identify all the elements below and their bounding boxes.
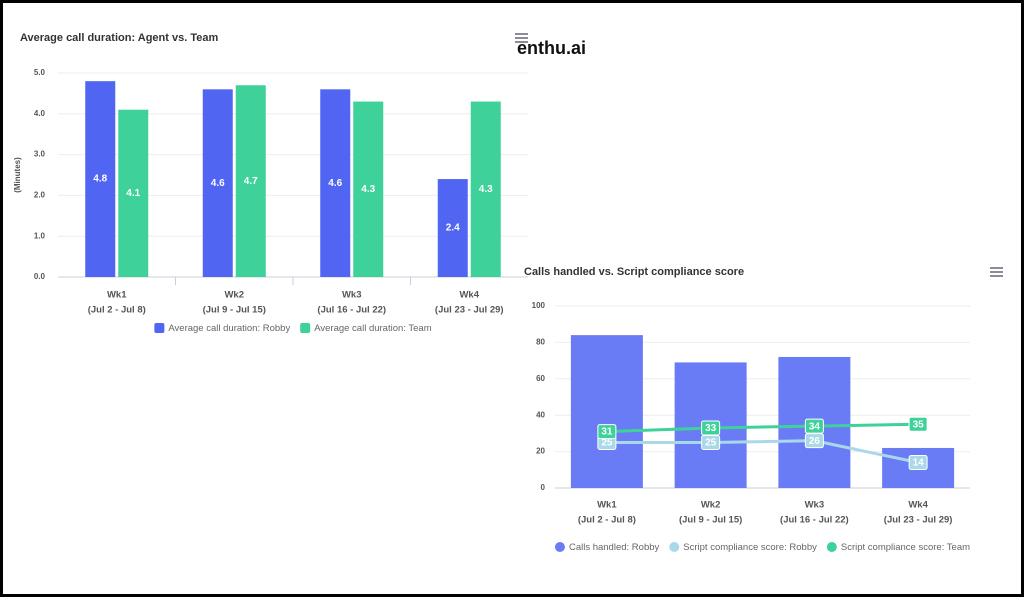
- y-tick-label: 3.0: [34, 150, 46, 159]
- data-label-box: [908, 455, 928, 471]
- legend: Average call duration: Robby Average call…: [154, 323, 432, 334]
- legend-label[interactable]: Average call duration: Robby: [168, 323, 290, 334]
- bar: [85, 81, 116, 277]
- y-tick-label: 80: [536, 338, 545, 347]
- legend-marker: [300, 323, 311, 333]
- data-label: 26: [809, 436, 821, 447]
- data-label: 4.7: [244, 176, 258, 187]
- y-tick-label: 20: [536, 447, 545, 456]
- data-label: 4.8: [93, 174, 107, 185]
- data-label: 4.6: [328, 178, 342, 189]
- data-label: 35: [913, 419, 925, 430]
- legend-label[interactable]: Average call duration: Team: [314, 323, 432, 334]
- data-label: 25: [705, 438, 717, 449]
- x-tick-label: Wk3: [342, 290, 362, 301]
- chart-title: Calls handled vs. Script compliance scor…: [524, 266, 744, 278]
- x-tick-label: Wk4: [459, 290, 479, 301]
- y-tick-label: 5.0: [34, 68, 46, 77]
- line: [606, 422, 919, 434]
- data-label: 34: [809, 421, 821, 432]
- data-label-box: [597, 424, 617, 440]
- legend: Calls handled: Robby Script compliance sc…: [554, 542, 970, 553]
- legend-marker: [826, 542, 837, 552]
- legend-label[interactable]: Script compliance score: Team: [841, 542, 970, 553]
- data-label-box: [804, 433, 824, 449]
- bar: [202, 89, 233, 277]
- data-label: 14: [913, 458, 925, 469]
- brand: enthu.ai: [517, 38, 586, 58]
- x-tick-label: Wk2: [224, 290, 244, 301]
- bar: [118, 109, 149, 277]
- legend-marker: [154, 323, 165, 333]
- x-tick-sublabel: (Jul 23 - Jul 29): [435, 305, 504, 316]
- data-label-box: [701, 420, 721, 436]
- y-axis-title: (Minutes): [13, 157, 22, 193]
- data-label: 2.4: [446, 223, 460, 234]
- legend-label[interactable]: Script compliance score: Robby: [683, 542, 817, 553]
- x-tick-label: Wk3: [805, 500, 825, 511]
- bar: [353, 101, 384, 277]
- y-tick-label: 100: [532, 301, 546, 310]
- x-tick-sublabel: (Jul 2 - Jul 8): [578, 515, 636, 526]
- line: [606, 439, 919, 464]
- y-tick-label: 40: [536, 410, 545, 419]
- data-label: 31: [601, 427, 613, 438]
- y-tick-label: 4.0: [34, 109, 46, 118]
- x-tick-sublabel: (Jul 16 - Jul 22): [780, 515, 849, 526]
- data-label: 33: [705, 423, 717, 434]
- x-tick-sublabel: (Jul 9 - Jul 15): [679, 515, 742, 526]
- legend-label[interactable]: Calls handled: Robby: [569, 542, 660, 553]
- x-tick-label: Wk1: [597, 500, 617, 511]
- y-tick-label: 0: [541, 483, 546, 492]
- x-tick-sublabel: (Jul 9 - Jul 15): [203, 305, 266, 316]
- x-tick-label: Wk4: [908, 500, 928, 511]
- y-tick-label: 0.0: [34, 272, 46, 281]
- x-tick-sublabel: (Jul 2 - Jul 8): [88, 305, 146, 316]
- y-tick-label: 1.0: [34, 231, 46, 240]
- menu-icon[interactable]: [515, 33, 528, 43]
- data-label-box: [908, 416, 928, 432]
- data-label: 4.3: [479, 184, 493, 195]
- bar: [320, 89, 351, 277]
- bar: [570, 335, 643, 488]
- data-label-box: [804, 418, 824, 434]
- y-tick-label: 2.0: [34, 191, 46, 200]
- y-tick-label: 60: [536, 374, 545, 383]
- bar: [470, 101, 501, 277]
- data-label: 4.3: [361, 184, 375, 195]
- legend-marker: [554, 542, 565, 552]
- chart-title: Average call duration: Agent vs. Team: [20, 32, 218, 44]
- menu-icon[interactable]: [990, 267, 1003, 277]
- data-label-box: [701, 435, 721, 450]
- data-label: 4.1: [126, 188, 140, 199]
- x-tick-label: Wk2: [701, 500, 721, 511]
- x-tick-sublabel: (Jul 23 - Jul 29): [884, 515, 953, 526]
- data-label: 4.6: [211, 178, 225, 189]
- data-label: 25: [601, 438, 613, 449]
- bar: [235, 85, 266, 278]
- x-tick-label: Wk1: [107, 290, 127, 301]
- x-tick-sublabel: (Jul 16 - Jul 22): [317, 305, 386, 316]
- bar: [437, 179, 468, 277]
- legend-marker: [669, 542, 680, 552]
